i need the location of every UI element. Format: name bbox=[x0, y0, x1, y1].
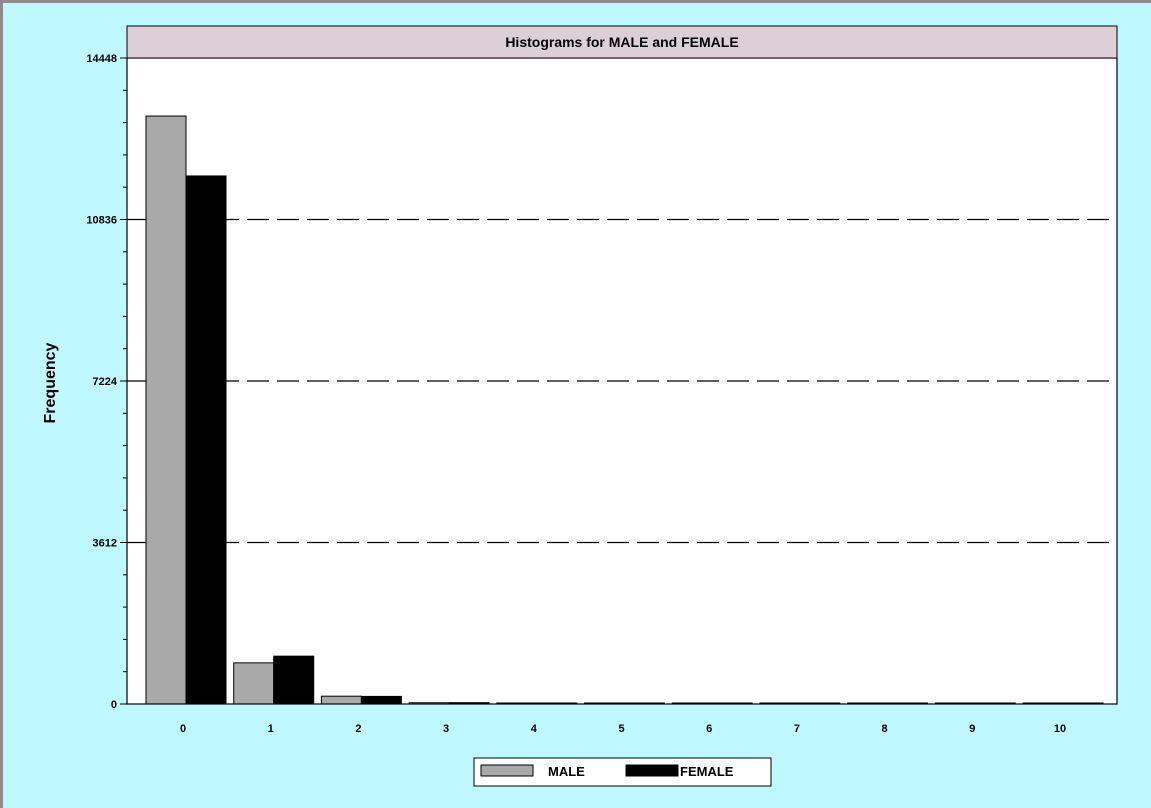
x-tick-label: 3 bbox=[443, 723, 449, 735]
legend-male-swatch bbox=[480, 764, 534, 777]
y-axis: 0 3612 7224 10836 14448 bbox=[86, 53, 127, 711]
bar-female-2 bbox=[360, 695, 402, 705]
y-tick-label: 0 bbox=[111, 699, 117, 711]
bar-male-2 bbox=[320, 695, 362, 705]
title-band bbox=[126, 25, 1118, 59]
gridlines bbox=[127, 218, 1117, 544]
legend-box bbox=[473, 757, 772, 787]
bars bbox=[145, 115, 1104, 705]
legend-female-swatch bbox=[625, 764, 679, 777]
legend-female-label: FEMALE bbox=[680, 764, 734, 779]
bar-male-1 bbox=[233, 662, 275, 705]
legend: MALE FEMALE bbox=[473, 757, 772, 787]
legend-male-label: MALE bbox=[548, 764, 585, 779]
histogram-chart: Histograms for MALE and FEMALE 036127224… bbox=[42, 25, 1118, 787]
x-tick-label: 6 bbox=[706, 723, 712, 735]
x-tick-label: 9 bbox=[969, 723, 975, 735]
x-tick-label: 8 bbox=[882, 723, 888, 735]
bar-female-0 bbox=[185, 175, 227, 705]
y-tick-label: 10836 bbox=[86, 215, 117, 227]
y-tick-label: 14448 bbox=[86, 53, 117, 65]
x-tick-label: 4 bbox=[531, 723, 538, 735]
x-axis: 0 1 2 3 4 5 6 7 8 9 10 bbox=[180, 723, 1066, 735]
x-tick-label: 10 bbox=[1054, 723, 1066, 735]
y-tick-label: 7224 bbox=[93, 376, 118, 388]
x-tick-label: 5 bbox=[618, 723, 624, 735]
bar-female-1 bbox=[273, 655, 315, 705]
chart-title: Histograms for MALE and FEMALE bbox=[505, 34, 738, 50]
x-tick-label: 7 bbox=[794, 723, 800, 735]
x-tick-label: 0 bbox=[180, 723, 186, 735]
bar-male-0 bbox=[145, 115, 187, 705]
x-tick-label: 2 bbox=[355, 723, 361, 735]
x-tick-label: 1 bbox=[268, 723, 274, 735]
y-tick-label: 3612 bbox=[93, 538, 117, 550]
y-axis-label: Frequency bbox=[42, 342, 59, 423]
